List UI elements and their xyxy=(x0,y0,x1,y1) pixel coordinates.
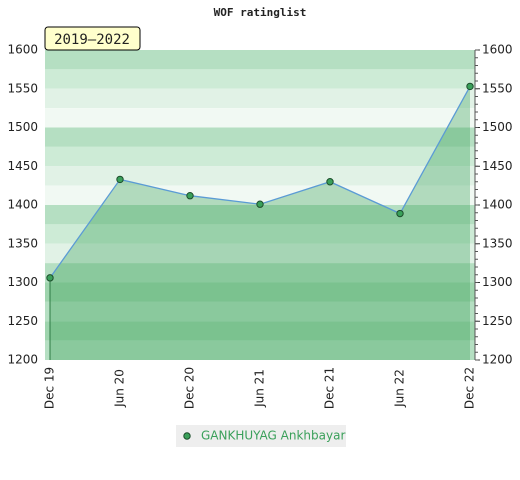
y-tick-label: 1450 xyxy=(7,159,38,173)
x-tick-label: Jun 22 xyxy=(393,369,407,408)
point xyxy=(116,175,124,184)
y2-tick-label: 1450 xyxy=(482,159,513,173)
point xyxy=(46,274,54,282)
band xyxy=(45,88,475,109)
band xyxy=(45,108,475,128)
x-tick-label: Dec 20 xyxy=(183,367,197,409)
x-tick-label: Dec 21 xyxy=(323,367,337,409)
point xyxy=(186,192,194,200)
band xyxy=(45,205,475,225)
band xyxy=(45,282,475,302)
y-tick-label: 1400 xyxy=(7,198,38,212)
band xyxy=(45,50,475,70)
y-tick-label: 1350 xyxy=(7,236,38,250)
band xyxy=(45,127,475,147)
x-tick-label: Dec 19 xyxy=(43,367,57,409)
point xyxy=(466,82,474,91)
y-tick-label: 1500 xyxy=(7,120,38,134)
y2-tick-label: 1600 xyxy=(482,43,513,57)
legend-box xyxy=(176,425,346,447)
y-tick-label: 1250 xyxy=(7,314,38,328)
x-tick-label: Jun 20 xyxy=(113,369,127,408)
chart-title: WOF ratinglist xyxy=(214,6,307,19)
point xyxy=(326,178,334,186)
y2-tick-label: 1550 xyxy=(482,81,513,95)
annotation-box xyxy=(44,26,141,51)
band xyxy=(45,166,475,186)
y-tick-label: 1600 xyxy=(7,43,38,57)
plot xyxy=(46,82,474,361)
y-tick-label: 1200 xyxy=(7,353,38,367)
y-tick-label: 1550 xyxy=(7,81,38,95)
y2-tick-label: 1400 xyxy=(482,198,513,212)
band xyxy=(45,263,475,283)
y2-tick-label: 1250 xyxy=(482,314,513,328)
y-tick-label: 1300 xyxy=(7,275,38,289)
band xyxy=(45,224,475,244)
band xyxy=(45,69,475,89)
annotation: 2019–2022 xyxy=(54,32,130,48)
band xyxy=(45,185,475,205)
x-tick-label: Dec 22 xyxy=(463,367,477,409)
y2-tick-label: 1300 xyxy=(482,275,513,289)
legend-label: GANKHUYAG Ankhbayar xyxy=(201,429,345,443)
band xyxy=(45,321,475,341)
background-bands xyxy=(45,50,475,360)
point xyxy=(396,209,404,218)
band xyxy=(45,146,475,167)
y2-tick-label: 1350 xyxy=(482,236,513,250)
band xyxy=(45,340,475,360)
x-tick-label: Jun 21 xyxy=(253,369,267,408)
area xyxy=(50,86,470,361)
band xyxy=(45,301,475,322)
legend-marker xyxy=(183,432,191,440)
y2-tick-label: 1500 xyxy=(482,120,513,134)
point xyxy=(256,200,264,208)
y2-tick-label: 1200 xyxy=(482,353,513,367)
band xyxy=(45,243,475,264)
